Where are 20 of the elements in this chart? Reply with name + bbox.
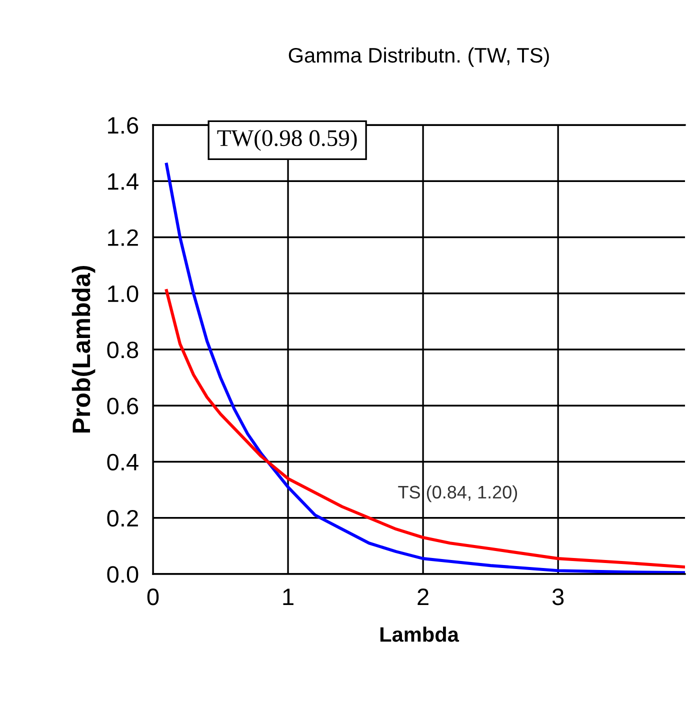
y-tick-label: 0.8 <box>107 342 138 358</box>
y-tick-label: 1.4 <box>108 173 138 190</box>
y-tick-label: 1.0 <box>108 285 138 302</box>
y-tick-label: 0.4 <box>107 454 138 471</box>
x-tick-label: 3 <box>552 588 564 606</box>
chart-title: Gamma Distributn. (TW, TS) <box>288 47 549 67</box>
y-tick-label: 1.6 <box>108 117 138 134</box>
annotation: TW(0.98 0.59) <box>217 129 357 151</box>
x-tick-label: 2 <box>418 588 428 605</box>
y-tick-label: 0.6 <box>107 398 138 414</box>
x-tick-label: 0 <box>147 588 159 606</box>
y-tick-label: 0.2 <box>107 510 138 527</box>
annotation: TS (0.84, 1.20) <box>398 485 518 502</box>
y-axis-title: Prob(Lambda) <box>72 266 96 433</box>
x-tick-label: 1 <box>283 588 294 605</box>
y-tick-label: 1.2 <box>108 229 138 246</box>
x-axis-title: Lambda <box>380 626 460 642</box>
line-series <box>164 162 685 574</box>
y-tick-label: 0.0 <box>107 566 138 583</box>
line-series <box>164 289 685 569</box>
